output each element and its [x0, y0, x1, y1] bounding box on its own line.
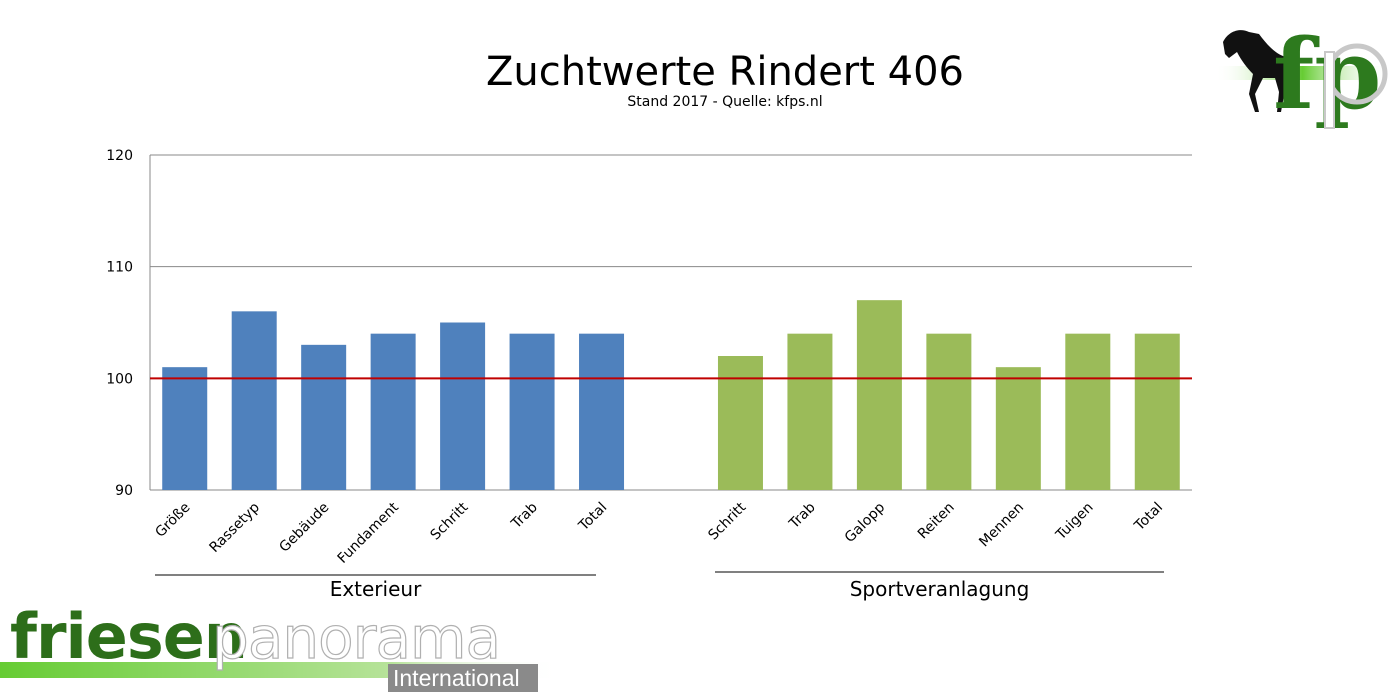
bar: [995, 367, 1041, 490]
x-tick-label: Gebäude: [276, 500, 332, 556]
x-tick-label: Mennen: [976, 500, 1027, 551]
y-tick-label: 90: [115, 483, 133, 499]
bar: [1065, 333, 1111, 490]
bar: [856, 300, 902, 490]
x-tick-label: Größe: [152, 500, 193, 541]
x-tick-label: Reiten: [915, 500, 958, 543]
group-label-exterieur: Exterieur: [329, 577, 422, 601]
x-tick-label: Trab: [786, 499, 819, 532]
chart-title: Zuchtwerte Rindert 406: [485, 49, 964, 95]
x-tick-label: Galopp: [842, 499, 889, 546]
bar: [1134, 333, 1180, 490]
x-tick-label: Fundament: [335, 499, 403, 567]
x-tick-label: Schritt: [428, 499, 472, 543]
y-tick-label: 120: [106, 148, 133, 164]
x-tick-label: Total: [575, 500, 610, 535]
x-tick-label: Tuigen: [1052, 500, 1096, 544]
bar: [162, 367, 208, 490]
brand-friesen: friesen: [10, 600, 247, 673]
group-label-sportveranlagung: Sportveranlagung: [849, 577, 1030, 601]
bar: [509, 333, 555, 490]
bar: [231, 311, 277, 490]
bar: [440, 322, 486, 490]
y-tick-label: 110: [106, 260, 133, 276]
kfps-logo: fp: [1215, 18, 1390, 130]
horse-icon: [1223, 30, 1291, 112]
brand-panorama: panorama: [212, 604, 500, 672]
x-tick-label: Rassetyp: [207, 499, 264, 556]
friesenpanorama-logo: friesen panorama International: [0, 600, 560, 692]
x-tick-label: Trab: [508, 499, 541, 532]
chart-subtitle: Stand 2017 - Quelle: kfps.nl: [627, 94, 823, 110]
bar: [926, 333, 972, 490]
brand-international: International: [393, 665, 520, 691]
bar: [787, 333, 833, 490]
x-tick-label: Schritt: [705, 499, 749, 543]
y-tick-label: 100: [106, 371, 133, 387]
bar: [370, 333, 416, 490]
bar: [301, 344, 347, 490]
bar: [717, 356, 763, 490]
x-tick-label: Total: [1131, 500, 1166, 535]
bar: [579, 333, 625, 490]
